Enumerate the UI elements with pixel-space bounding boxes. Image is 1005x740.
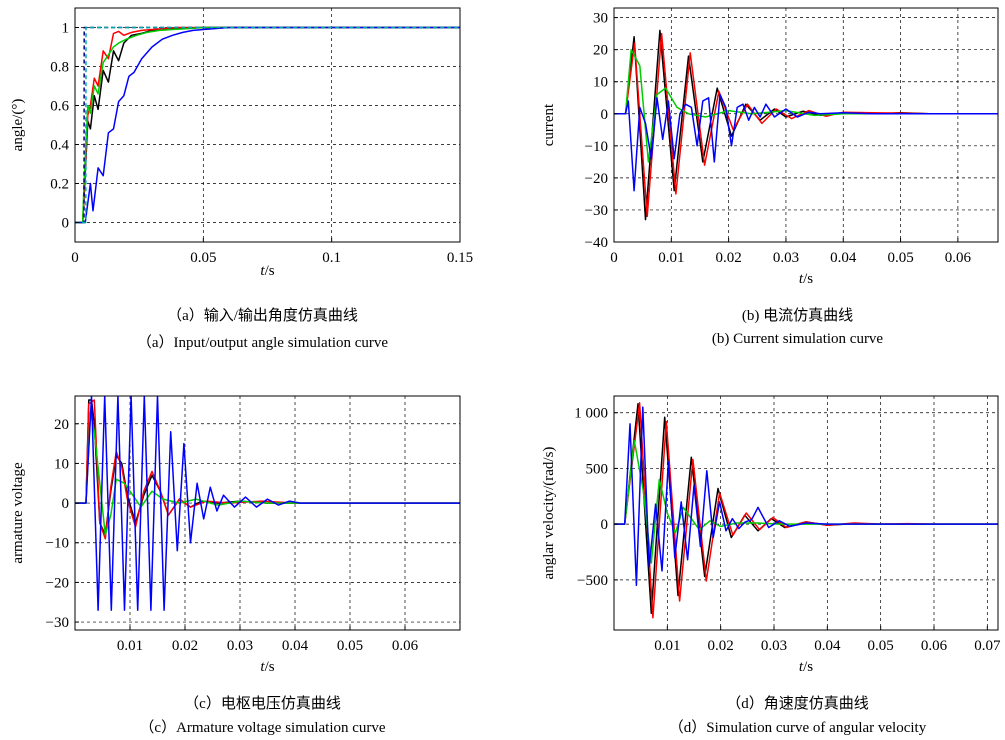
caption-c-en: （c）Armature voltage simulation curve xyxy=(139,720,386,736)
plot-frame xyxy=(613,7,999,243)
y-tick-label: −30 xyxy=(46,615,69,631)
x-tick-label: 0.07 xyxy=(974,638,1001,654)
x-tick-label: 0.04 xyxy=(830,250,857,266)
y-axis-label: angle/(°) xyxy=(10,99,26,152)
x-tick-label: 0.05 xyxy=(337,638,363,654)
caption-a-en: （a）Input/output angle simulation curve xyxy=(136,335,389,351)
x-tick-label: 0.1 xyxy=(322,250,341,266)
x-tick-label: 0 xyxy=(71,250,79,266)
y-tick-label: 0.8 xyxy=(50,60,69,76)
series-line-3 xyxy=(614,406,998,587)
x-tick-label: 0.01 xyxy=(117,638,143,654)
y-tick-label: 500 xyxy=(586,461,609,477)
caption-a-cn: （a）输入/输出角度仿真曲线 xyxy=(167,308,358,324)
y-tick-label: −500 xyxy=(577,573,608,589)
plot-frame xyxy=(74,7,461,243)
y-axis-label: armature voltage xyxy=(10,462,26,564)
voltage-chart: 0.01 0.02 0.03 0.04 0.05 0.06 −30 −20 −10 0 10 20 t/… xyxy=(10,395,461,675)
caption-d-en: （d）Simulation curve of angular velocity xyxy=(668,720,927,736)
series-line-2 xyxy=(75,411,460,536)
x-tick-label: 0.05 xyxy=(868,638,894,654)
caption-d-cn: （d）角速度仿真曲线 xyxy=(726,696,869,712)
y-tick-label: −20 xyxy=(46,575,69,591)
y-axis-label: anglar velocity/(rad/s) xyxy=(541,447,557,580)
angle-chart: 0 0.05 0.1 0.15 0 0.2 0.4 0.6 0.8 1 t/s angle/(°) xyxy=(10,7,473,279)
x-tick-label: 0.05 xyxy=(190,250,216,266)
y-tick-label: 30 xyxy=(593,11,608,27)
series-line-5 xyxy=(75,26,460,224)
x-tick-label: 0.02 xyxy=(172,638,198,654)
caption-c-cn: （c）电枢电压仿真曲线 xyxy=(184,696,341,712)
y-tick-label: −30 xyxy=(585,203,608,219)
x-tick-label: 0.02 xyxy=(708,638,734,654)
x-tick-label: 0.03 xyxy=(227,638,253,654)
y-tick-label: 0.6 xyxy=(50,99,69,115)
x-axis-label: t/s xyxy=(799,271,813,287)
series-line-4 xyxy=(75,26,460,224)
y-tick-label: 0 xyxy=(62,216,70,232)
series-line-1 xyxy=(75,26,460,224)
x-tick-label: 0.01 xyxy=(658,250,684,266)
x-axis-label: t/s xyxy=(799,659,813,675)
y-tick-label: 0 xyxy=(601,517,609,533)
x-tick-label: 0.06 xyxy=(945,250,972,266)
y-tick-label: 10 xyxy=(54,456,69,472)
x-tick-label: 0.05 xyxy=(887,250,913,266)
y-tick-label: 20 xyxy=(54,417,69,433)
series-line-3 xyxy=(614,93,998,192)
y-tick-label: 1 000 xyxy=(574,406,608,422)
series-line-3 xyxy=(75,26,460,224)
y-axis-label: current xyxy=(541,103,557,146)
plot-frame xyxy=(613,395,999,631)
series-line-2 xyxy=(614,48,998,163)
x-tick-label: 0.04 xyxy=(814,638,841,654)
y-tick-label: −40 xyxy=(585,235,608,251)
x-tick-label: 0.02 xyxy=(716,250,742,266)
x-tick-label: 0.04 xyxy=(282,638,309,654)
x-tick-label: 0.15 xyxy=(447,250,473,266)
y-tick-label: −20 xyxy=(585,171,608,187)
y-tick-label: −10 xyxy=(46,536,69,552)
y-tick-label: 0 xyxy=(601,107,609,123)
x-axis-label: t/s xyxy=(260,263,274,279)
series-line-0 xyxy=(75,26,460,224)
caption-b-en: (b) Current simulation curve xyxy=(711,331,884,347)
y-tick-label: −10 xyxy=(585,139,608,155)
plot-frame xyxy=(74,395,461,631)
x-tick-label: 0.01 xyxy=(654,638,680,654)
caption-b-cn: (b) 电流仿真曲线 xyxy=(741,308,854,324)
x-tick-label: 0.03 xyxy=(773,250,799,266)
x-tick-label: 0.06 xyxy=(392,638,419,654)
x-tick-label: 0 xyxy=(610,250,618,266)
y-tick-label: 10 xyxy=(593,75,608,91)
y-tick-label: 0 xyxy=(62,496,70,512)
x-axis-label: t/s xyxy=(260,659,274,675)
current-chart: 0 0.01 0.02 0.03 0.04 0.05 0.06 −40 −30 −20 −10 0 10… xyxy=(541,7,999,287)
series-line-3 xyxy=(75,396,460,611)
x-tick-label: 0.06 xyxy=(921,638,948,654)
y-tick-label: 20 xyxy=(593,43,608,59)
velocity-chart: 0.01 0.02 0.03 0.04 0.05 0.06 0.07 −500 0 500 1 00… xyxy=(541,395,1001,675)
y-tick-label: 0.2 xyxy=(50,177,69,193)
series-line-2 xyxy=(614,439,998,564)
series-line-2 xyxy=(75,26,460,224)
y-tick-label: 1 xyxy=(62,21,70,37)
y-tick-label: 0.4 xyxy=(50,138,69,154)
x-tick-label: 0.03 xyxy=(761,638,787,654)
